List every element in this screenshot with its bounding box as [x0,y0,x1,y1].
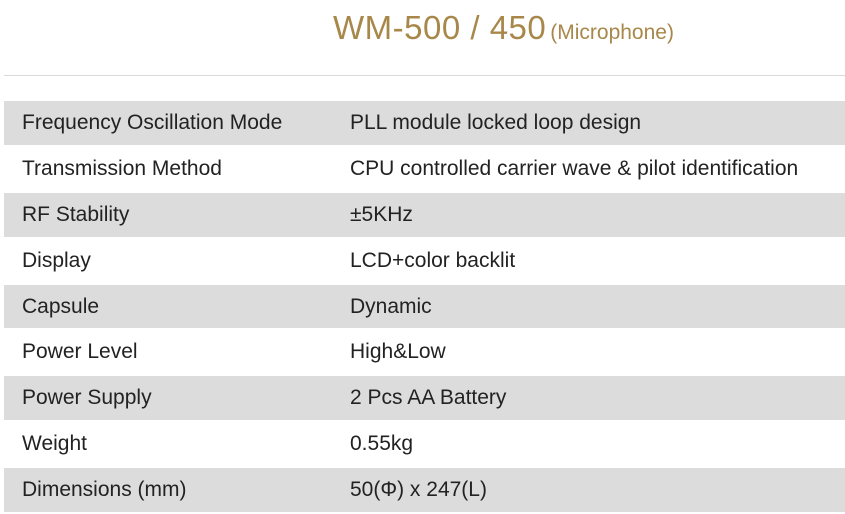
spec-label: Frequency Oscillation Mode [4,101,332,147]
spec-row-dimensions: Dimensions (mm) 50(Φ) x 247(L) [4,467,845,514]
spec-value: CPU controlled carrier wave & pilot iden… [332,145,845,193]
spec-value: 50(Φ) x 247(L) [332,467,845,514]
spec-label: Power Supply [4,375,332,423]
spec-value: Dynamic [332,283,845,331]
product-model-title: WM-500 / 450 [333,9,547,46]
spec-row-power-supply: Power Supply 2 Pcs AA Battery [4,375,845,423]
spec-value: 2 Pcs AA Battery [332,375,845,423]
product-type-subtitle: (Microphone) [550,21,674,44]
spec-value: 0.55kg [332,421,845,469]
page-title: WM-500 / 450 (Microphone) [333,8,674,55]
spec-value: LCD+color backlit [332,237,845,285]
spec-label: Transmission Method [4,145,332,193]
spec-label: RF Stability [4,191,332,239]
spec-row-capsule: Capsule Dynamic [4,283,845,331]
spec-row-frequency-oscillation-mode: Frequency Oscillation Mode PLL module lo… [4,101,845,147]
spec-row-transmission-method: Transmission Method CPU controlled carri… [4,145,845,193]
spec-value: PLL module locked loop design [332,101,845,147]
spec-table: Frequency Oscillation Mode PLL module lo… [4,101,845,514]
spec-value: High&Low [332,329,845,377]
spec-label: Dimensions (mm) [4,467,332,514]
spec-row-weight: Weight 0.55kg [4,421,845,469]
spec-row-display: Display LCD+color backlit [4,237,845,285]
spec-label: Display [4,237,332,285]
spec-label: Capsule [4,283,332,331]
spec-row-power-level: Power Level High&Low [4,329,845,377]
spec-value: ±5KHz [332,191,845,239]
spec-label: Weight [4,421,332,469]
spec-row-rf-stability: RF Stability ±5KHz [4,191,845,239]
header-divider [4,75,845,76]
spec-label: Power Level [4,329,332,377]
